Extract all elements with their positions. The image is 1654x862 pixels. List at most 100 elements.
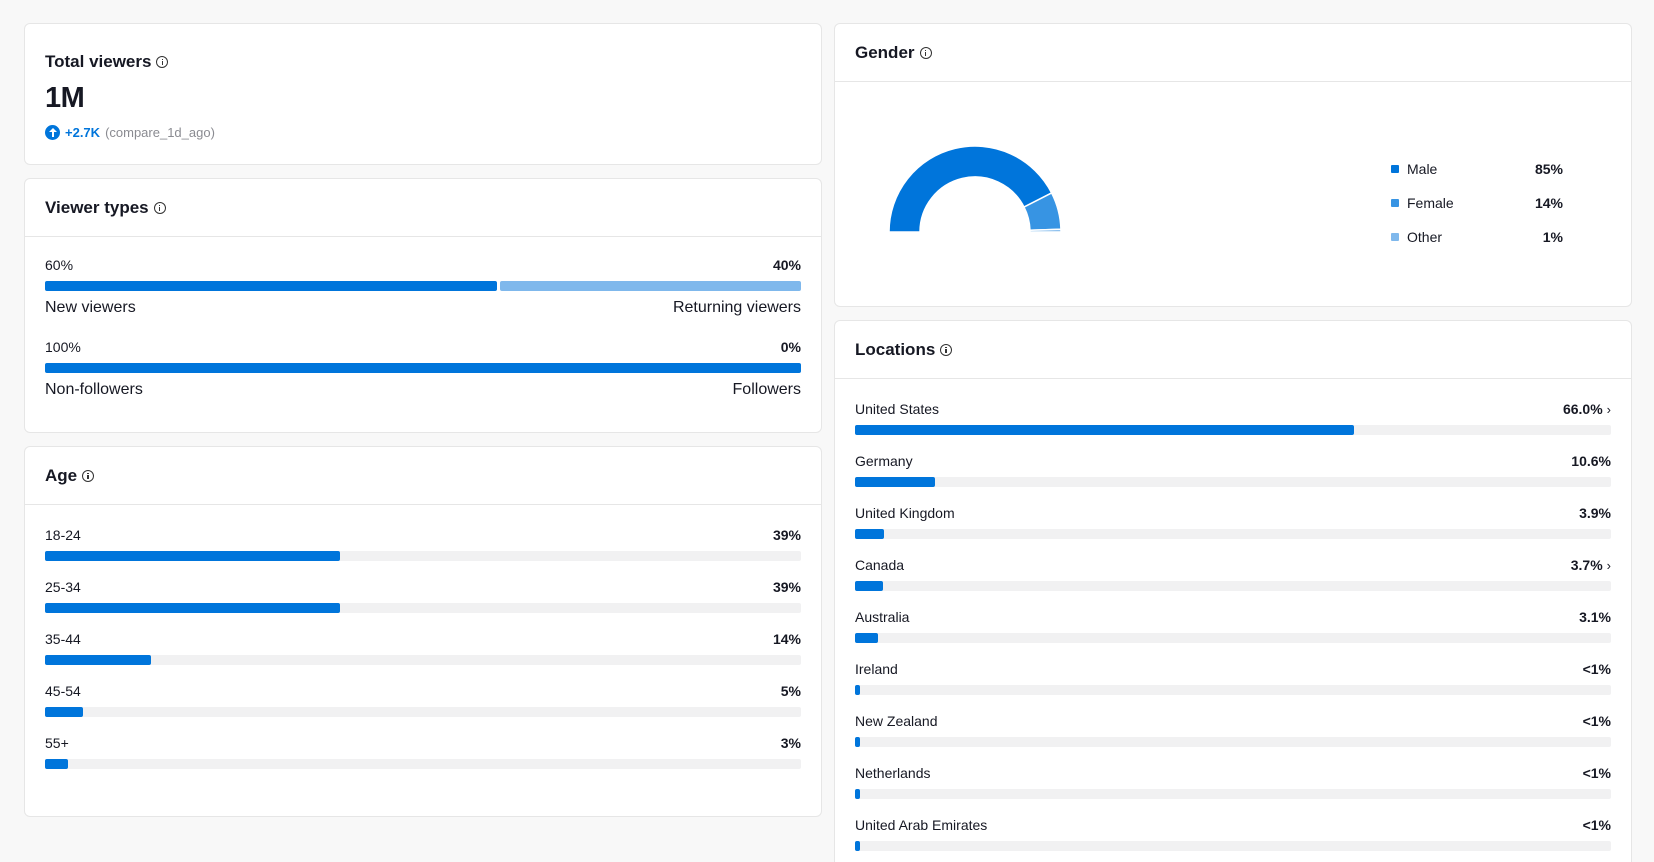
viewer-type-left-label: Non-followers [45,381,143,398]
location-row-header: Netherlands <1% [855,765,1611,781]
legend-swatch [1391,165,1399,173]
age-bar-fill [45,759,68,769]
age-card: Age 18-24 39% 25-34 39% 35-44 14% 45-54 5% 55+ 3% [24,446,822,817]
viewer-types-title: Viewer types [45,197,149,217]
location-row-header: New Zealand <1% [855,713,1611,729]
location-bar-track [855,581,1611,591]
viewer-type-bar [45,281,801,291]
gender-slice-male[interactable] [888,145,1053,233]
location-label: United Arab Emirates [855,817,988,833]
location-bar-track [855,789,1611,799]
location-bar-track [855,529,1611,539]
location-row: Germany 10.6% [835,453,1631,487]
viewer-type-labels: Non-followers Followers [45,381,801,399]
gender-legend-item: Female 14% [1391,186,1591,220]
age-row: 45-54 5% [25,683,821,717]
age-bar-track [45,707,801,717]
gender-legend: Male 85% Female 14% Other 1% [1391,152,1591,254]
location-row[interactable]: United States 66.0% › [835,401,1631,435]
location-row-header: United States 66.0% › [855,401,1611,417]
age-row: 55+ 3% [25,735,821,769]
location-pct: <1% [1583,713,1611,729]
location-pct-value: 3.7% [1570,557,1603,573]
info-icon[interactable] [940,343,953,356]
total-viewers-title: Total viewers [45,52,801,72]
gender-header: Gender [835,24,1631,82]
location-bar-fill [855,737,860,747]
location-pct: 3.7% › [1571,557,1611,573]
info-icon[interactable] [156,56,169,68]
arrow-up-icon [45,125,60,140]
gender-donut-chart [888,145,1062,233]
viewer-type-right-label: Followers [732,381,801,398]
gender-legend-label: Other [1407,229,1443,245]
age-row-header: 45-54 5% [45,683,801,699]
info-icon[interactable] [82,469,95,482]
age-row: 25-34 39% [25,579,821,613]
age-bar-fill [45,707,83,717]
total-viewers-card: Total viewers 1M +2.7K (compare_1d_ago) [24,23,822,165]
location-bar-fill [855,685,860,695]
age-bar-track [45,551,801,561]
total-viewers-delta: +2.7K (compare_1d_ago) [45,125,801,140]
gender-legend-value: 14% [1534,195,1563,211]
location-pct-value: <1% [1582,661,1611,677]
location-pct: 66.0% › [1563,401,1611,417]
total-viewers-value: 1M [45,82,85,114]
gender-legend-value: 85% [1534,161,1563,177]
legend-swatch [1391,233,1399,241]
viewer-type-bar-left [45,281,497,291]
location-bar-track [855,477,1611,487]
locations-header: Locations [835,321,1631,379]
location-row: Netherlands <1% [835,765,1631,799]
age-pct: 39% [773,527,801,543]
delta-value: +2.7K [65,125,101,140]
age-row: 18-24 39% [25,527,821,561]
gender-slice-other[interactable] [1029,228,1062,233]
age-pct: 39% [773,579,801,595]
viewer-type-right-pct: 0% [780,339,801,355]
viewer-type-row: 60% 40% New viewers Returning viewers [25,257,821,317]
age-row-header: 25-34 39% [45,579,801,595]
location-bar-fill [855,633,879,643]
age-bar-fill [45,603,340,613]
location-label: Germany [855,453,913,469]
age-pct: 3% [781,735,801,751]
gender-card: Gender Male 85% Female 14% Other 1% [834,23,1632,307]
chevron-right-icon[interactable]: › [1606,557,1611,573]
chevron-right-icon[interactable]: › [1606,401,1611,417]
location-pct-value: 3.1% [1579,609,1611,625]
location-pct: 10.6% [1571,453,1611,469]
location-bar-track [855,841,1611,851]
location-pct-value: <1% [1582,765,1611,781]
gender-legend-label: Female [1407,195,1454,211]
location-row-header: United Arab Emirates <1% [855,817,1611,833]
age-bar-track [45,759,801,769]
location-label: Australia [855,609,910,625]
age-label: 45-54 [45,683,81,699]
location-pct: 3.1% [1579,609,1611,625]
info-icon[interactable] [153,201,166,214]
location-row[interactable]: Canada 3.7% › [835,557,1631,591]
age-row-header: 18-24 39% [45,527,801,543]
location-pct: <1% [1583,661,1611,677]
location-bar-track [855,425,1611,435]
age-bar-fill [45,655,151,665]
viewer-type-left-pct: 60% [45,257,74,273]
locations-card: Locations United States 66.0% › Germany 10.6… [834,320,1632,862]
viewer-type-pcts: 60% 40% [45,257,801,273]
age-row: 35-44 14% [25,631,821,665]
location-pct-value: 3.9% [1579,505,1611,521]
location-bar-fill [855,477,936,487]
location-label: United States [855,401,940,417]
age-pct: 14% [773,631,801,647]
info-icon[interactable] [919,46,932,59]
viewer-type-right-label: Returning viewers [672,299,801,316]
location-bar-track [855,685,1611,695]
gender-title: Gender [855,42,915,62]
viewer-type-bar [45,363,801,373]
location-label: United Kingdom [855,505,955,521]
location-row: United Arab Emirates <1% [835,817,1631,851]
location-row-header: Canada 3.7% › [855,557,1611,573]
viewer-type-bar-left [45,363,801,373]
